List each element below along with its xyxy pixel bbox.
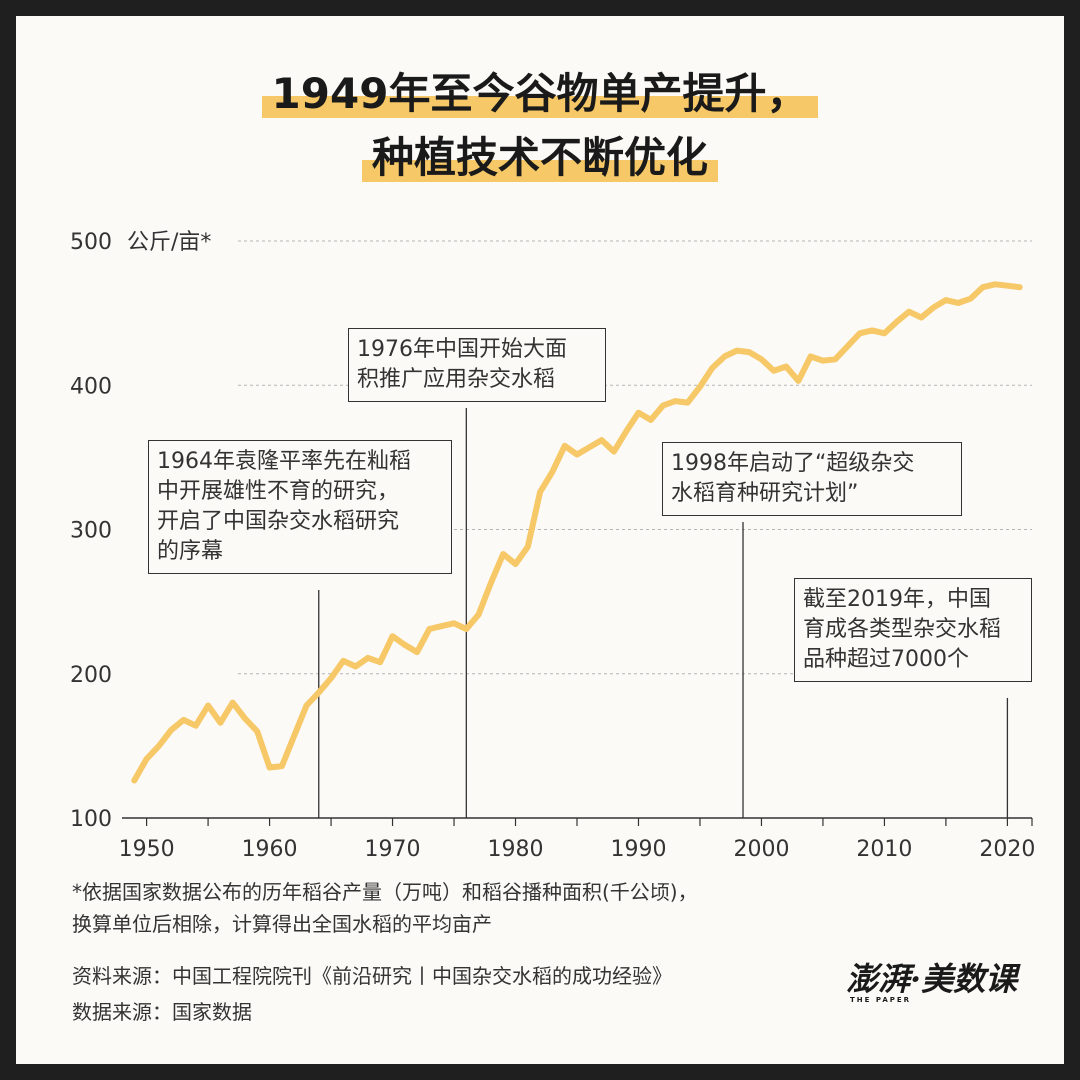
annotation-line: 品种超过7000个: [803, 647, 969, 672]
source-text: 资料来源：中国工程院院刊《前沿研究丨中国杂交水稻的成功经验》: [72, 964, 672, 988]
chart-title-line-1: 1949年至今谷物单产提升，: [0, 66, 1080, 122]
y-axis-unit-label: 公斤/亩*: [127, 230, 211, 255]
annotation-line: 积推广应用杂交水稻: [357, 367, 556, 392]
annotation-line: 截至2019年，中国: [803, 587, 991, 612]
footnote-line-2: 换算单位后相除，计算得出全国水稻的平均亩产: [72, 912, 492, 936]
annotation-line: 1964年袁隆平率先在籼稻: [157, 449, 411, 474]
y-tick-label-500: 500: [70, 230, 112, 255]
x-tick-label-1970: 1970: [365, 837, 421, 862]
annotation-line: 育成各类型杂交水稻: [803, 617, 1002, 642]
annotation-line: 1976年中国开始大面: [357, 337, 567, 362]
footnote-line-1: *依据国家数据公布的历年稻谷产量（万吨）和稻谷播种面积(千公顷)，: [72, 880, 698, 904]
title-text-1: 1949年至今谷物单产提升，: [261, 66, 819, 122]
brand-logo: 澎湃·美数课 THE PAPER: [846, 956, 1018, 1004]
annotation-box-a1964: 1964年袁隆平率先在籼稻 中开展雄性不育的研究， 开启了中国杂交水稻研究 的序幕: [148, 440, 452, 574]
data-source-text: 数据来源：国家数据: [72, 1000, 252, 1024]
annotation-line: 开启了中国杂交水稻研究: [157, 509, 400, 534]
y-tick-label-300: 300: [70, 519, 112, 544]
logo-text: 澎湃·美数课: [846, 960, 1018, 998]
annotation-line: 中开展雄性不育的研究，: [157, 479, 400, 504]
y-tick-label-400: 400: [70, 374, 112, 399]
y-tick-label-200: 200: [70, 663, 112, 688]
x-tick-label-1960: 1960: [242, 837, 298, 862]
annotation-box-a2019: 截至2019年，中国 育成各类型杂交水稻 品种超过7000个: [794, 578, 1032, 682]
x-tick-label-1980: 1980: [488, 837, 544, 862]
title-text-2: 种植技术不断优化: [361, 130, 719, 186]
annotation-line: 水稻育种研究计划”: [671, 481, 859, 506]
logo-subtext: THE PAPER: [850, 996, 912, 1004]
x-tick-label-2020: 2020: [979, 837, 1035, 862]
annotation-box-a1976: 1976年中国开始大面 积推广应用杂交水稻: [348, 328, 606, 402]
x-tick-label-2010: 2010: [856, 837, 912, 862]
x-tick-label-2000: 2000: [733, 837, 789, 862]
chart-title-line-2: 种植技术不断优化: [0, 130, 1080, 186]
x-tick-label-1990: 1990: [610, 837, 666, 862]
annotation-line: 1998年启动了“超级杂交: [671, 451, 915, 476]
series-line: [131, 281, 1023, 784]
x-tick-label-1950: 1950: [119, 837, 175, 862]
annotation-line: 的序幕: [157, 539, 224, 564]
annotation-box-a1998: 1998年启动了“超级杂交 水稻育种研究计划”: [662, 442, 962, 516]
y-tick-label-100: 100: [70, 807, 112, 832]
footnote: *依据国家数据公布的历年稻谷产量（万吨）和稻谷播种面积(千公顷)， 换算单位后相…: [72, 876, 972, 940]
